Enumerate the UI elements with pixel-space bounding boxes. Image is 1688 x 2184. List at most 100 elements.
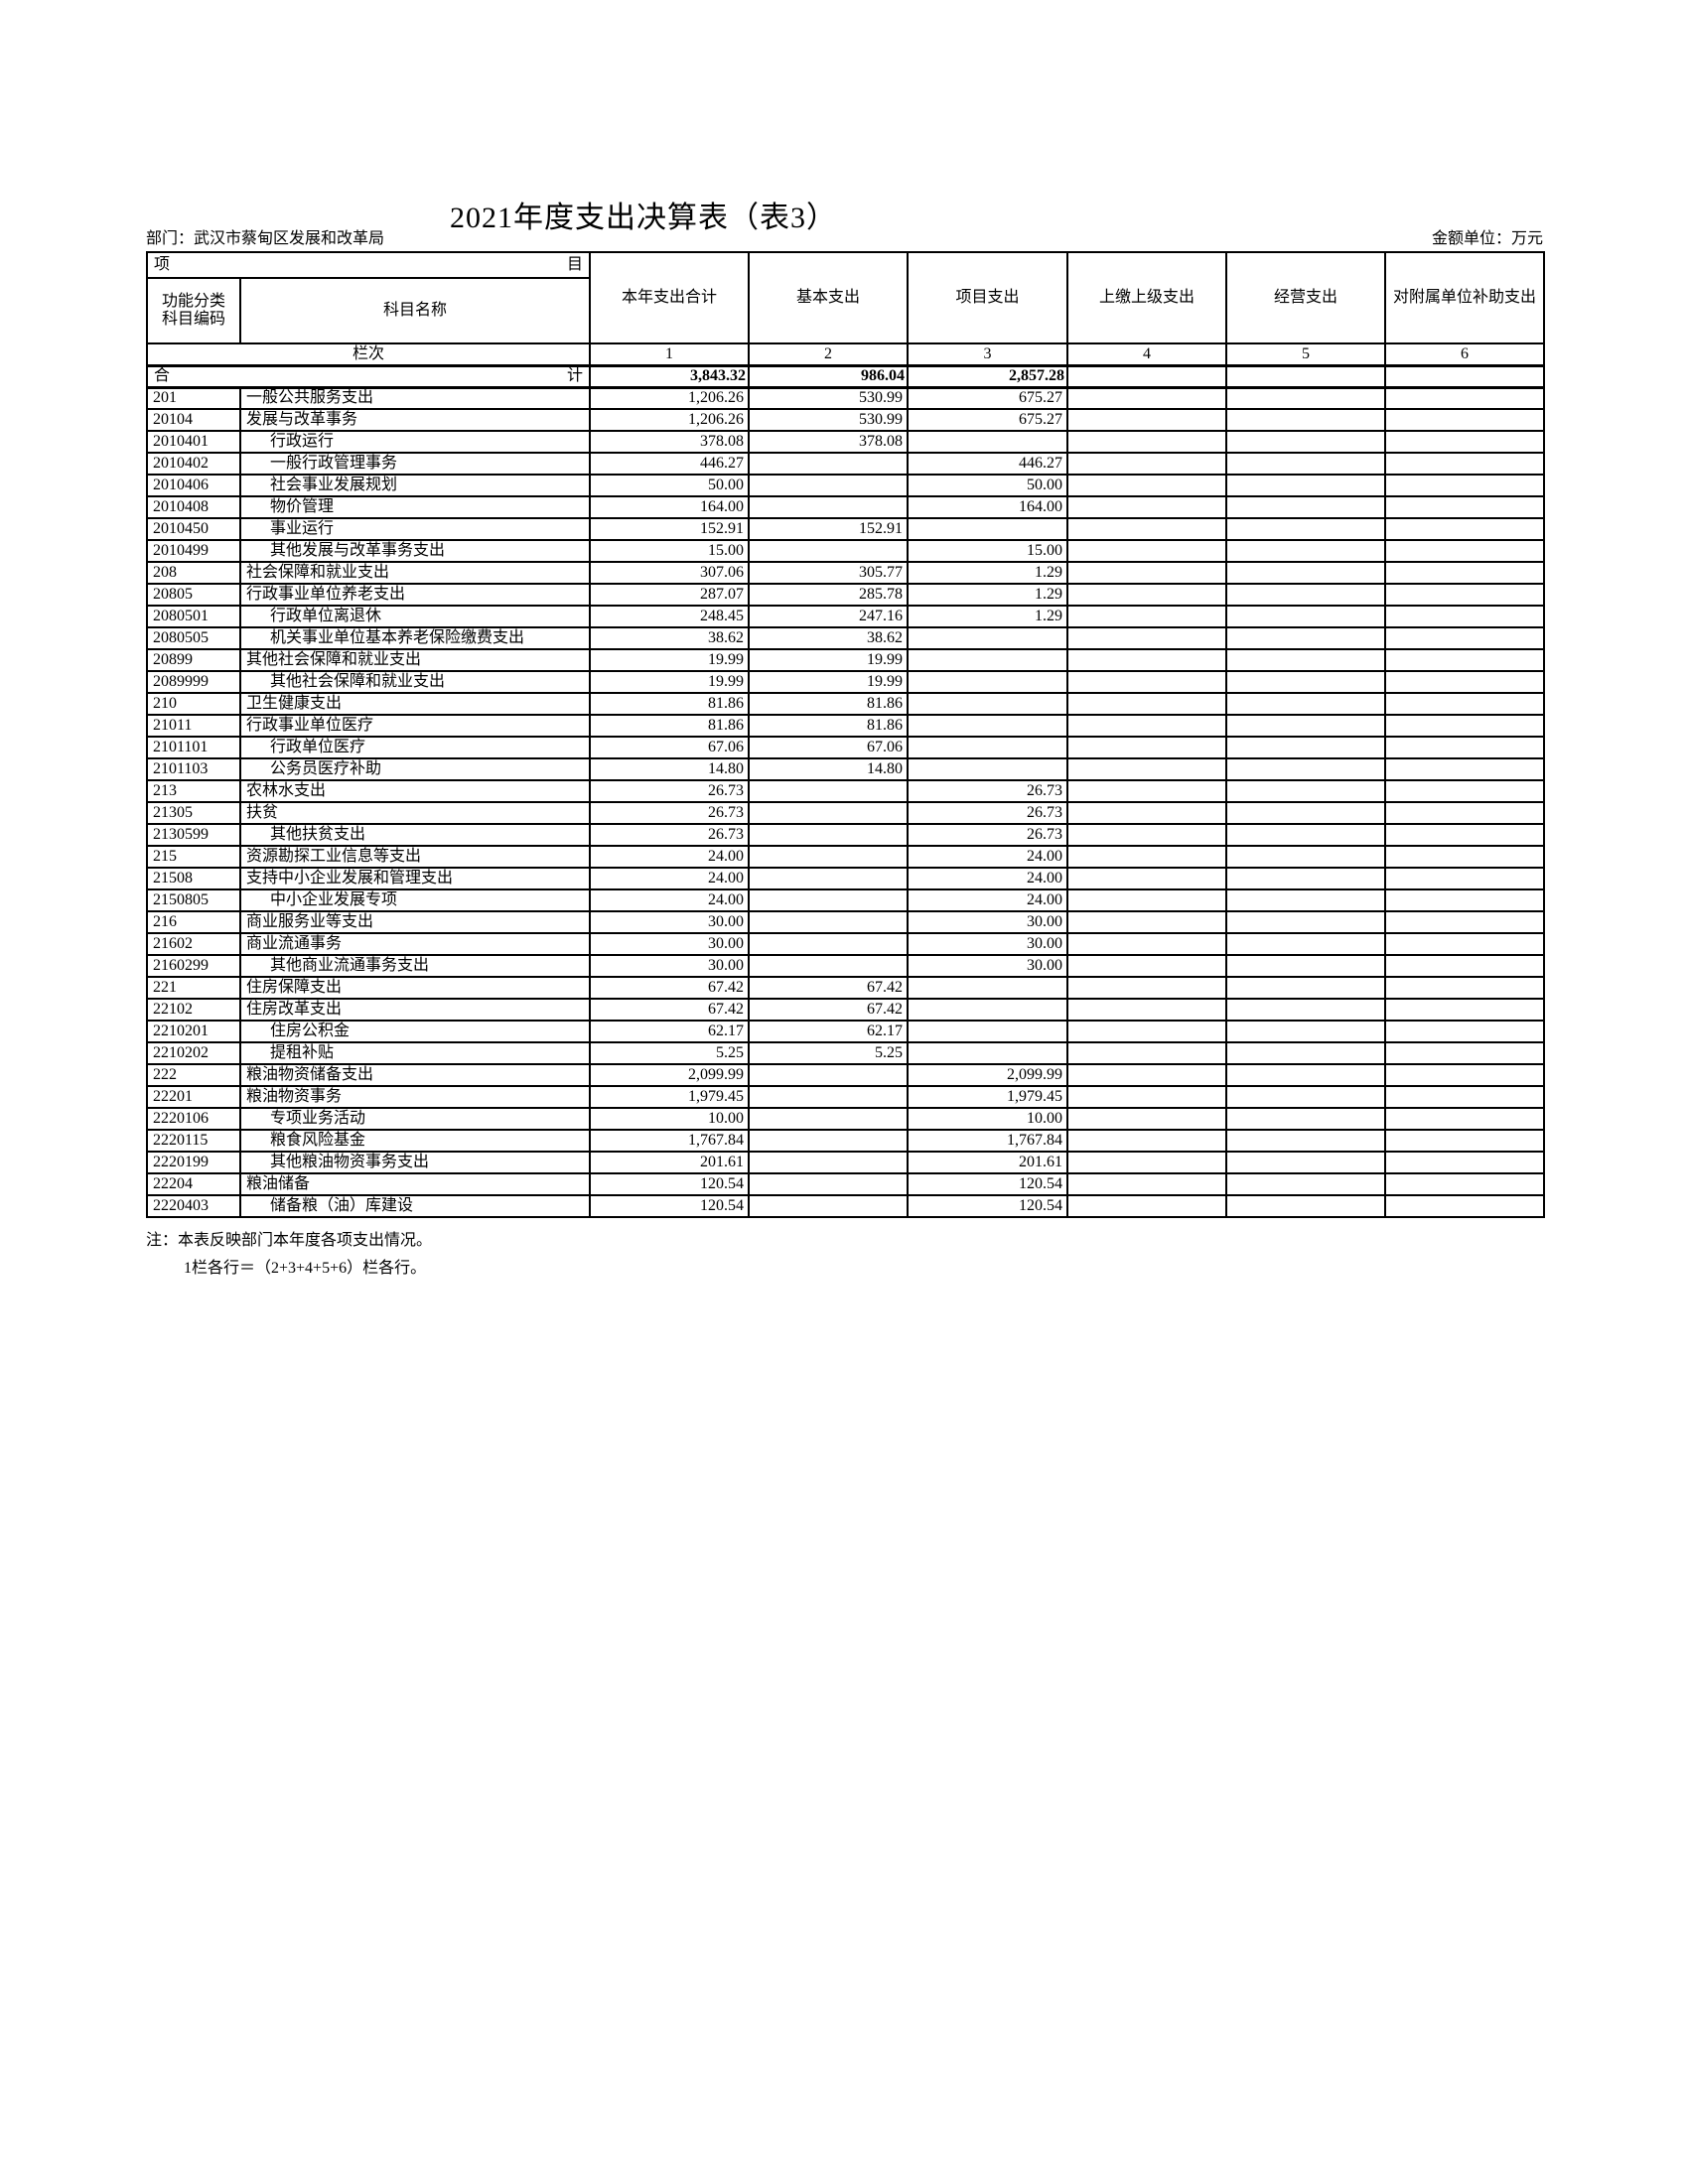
cell-value: [1225, 867, 1386, 890]
table-area: 项 目 本年支出合计 基本支出 项目支出 上缴上级支出 经营支出 对附属单位补助…: [146, 251, 1545, 1283]
table-row: 20899 其他社会保障和就业支出 19.99 19.99: [146, 648, 1545, 672]
cell-value: [1066, 539, 1227, 563]
cell-value: 2,099.99: [589, 1063, 750, 1087]
cell-value: [907, 430, 1068, 454]
cell-value: [1384, 976, 1545, 1000]
cell-code: 2160299: [146, 954, 241, 978]
item-left: 项: [154, 255, 171, 273]
cell-value: [1384, 867, 1545, 890]
cell-value: 5.25: [589, 1041, 750, 1065]
cell-value: [748, 954, 909, 978]
cell-code: 20805: [146, 583, 241, 607]
cell-value: [1066, 1063, 1227, 1087]
cell-value: [907, 517, 1068, 541]
table-row: 2220106 专项业务活动 10.00 10.00: [146, 1107, 1545, 1131]
cell-value: [1384, 408, 1545, 432]
cell-value: [907, 670, 1068, 694]
cell-value: [1225, 823, 1386, 847]
cell-value: [1384, 779, 1545, 803]
cell-value: [1384, 1129, 1545, 1153]
cell-value: [1225, 1151, 1386, 1174]
cell-value: [1225, 1063, 1386, 1087]
code-header-cell: 功能分类 科目编码: [146, 277, 241, 344]
cell-code: 2210202: [146, 1041, 241, 1065]
cell-value: [1066, 1151, 1227, 1174]
cell-value: [1225, 1041, 1386, 1065]
cell-value: [1384, 910, 1545, 934]
cell-subject-name: 支持中小企业发展和管理支出: [239, 867, 591, 890]
table-row: 210 卫生健康支出 81.86 81.86: [146, 692, 1545, 716]
cell-value: [1225, 1172, 1386, 1196]
cell-value: [748, 845, 909, 869]
table-row: 21602 商业流通事务 30.00 30.00: [146, 932, 1545, 956]
table-row: 2160299 其他商业流通事务支出 30.00 30.00: [146, 954, 1545, 978]
cell-value: [1225, 954, 1386, 978]
cell-code: 2130599: [146, 823, 241, 847]
cell-value: 30.00: [907, 910, 1068, 934]
cell-subject-name: 农林水支出: [239, 779, 591, 803]
cell-value: 19.99: [589, 670, 750, 694]
cell-code: 2101103: [146, 757, 241, 781]
cell-value: [1384, 888, 1545, 912]
cell-value: [1384, 954, 1545, 978]
total-label: 合 计: [149, 366, 588, 384]
cell-subject-name: 中小企业发展专项: [239, 888, 591, 912]
table-row: 2210202 提租补贴 5.25 5.25: [146, 1041, 1545, 1065]
cell-value: 378.08: [589, 430, 750, 454]
cell-value: [1384, 648, 1545, 672]
cell-value: 248.45: [589, 605, 750, 628]
cell-value: 15.00: [907, 539, 1068, 563]
cell-value: 1,767.84: [907, 1129, 1068, 1153]
cell-value: 1,206.26: [589, 386, 750, 410]
cell-value: [1384, 1020, 1545, 1043]
cell-value: [1066, 1194, 1227, 1218]
cell-value: [1066, 736, 1227, 759]
cell-code: 210: [146, 692, 241, 716]
cell-value: 446.27: [589, 452, 750, 476]
cell-value: 1.29: [907, 561, 1068, 585]
cell-value: 30.00: [589, 932, 750, 956]
cell-value: [748, 823, 909, 847]
expense-table: 项 目 本年支出合计 基本支出 项目支出 上缴上级支出 经营支出 对附属单位补助…: [146, 251, 1545, 1218]
cell-code: 2220106: [146, 1107, 241, 1131]
cell-code: 221: [146, 976, 241, 1000]
cell-value: [1384, 736, 1545, 759]
cell-value: [1066, 692, 1227, 716]
cell-value: 30.00: [589, 954, 750, 978]
table-row: 2101103 公务员医疗补助 14.80 14.80: [146, 757, 1545, 781]
cell-value: 5.25: [748, 1041, 909, 1065]
cell-value: 50.00: [907, 474, 1068, 497]
cell-value: [1384, 1172, 1545, 1196]
cell-value: 26.73: [907, 823, 1068, 847]
table-row: 2010406 社会事业发展规划 50.00 50.00: [146, 474, 1545, 497]
total-left: 合: [154, 366, 171, 384]
cell-value: 24.00: [589, 867, 750, 890]
cell-value: 1.29: [907, 605, 1068, 628]
table-row: 2010401 行政运行 378.08 378.08: [146, 430, 1545, 454]
cell-value: [1225, 888, 1386, 912]
cell-value: [1066, 714, 1227, 738]
cell-value: [748, 1129, 909, 1153]
cell-value: [748, 1085, 909, 1109]
cell-value: [1384, 561, 1545, 585]
cell-value: 24.00: [589, 888, 750, 912]
total-label-cell: 合 计: [146, 364, 591, 389]
cell-value: [1225, 408, 1386, 432]
cell-value: 38.62: [748, 626, 909, 650]
cell-value: [907, 757, 1068, 781]
table-row: 21011 行政事业单位医疗 81.86 81.86: [146, 714, 1545, 738]
col-number: 6: [1384, 342, 1545, 367]
cell-value: [748, 1107, 909, 1131]
cell-value: [1066, 495, 1227, 519]
table-row: 22204 粮油储备 120.54 120.54: [146, 1172, 1545, 1196]
cell-value: [748, 1151, 909, 1174]
cell-value: 24.00: [907, 845, 1068, 869]
cell-value: [1225, 692, 1386, 716]
total-value: [1066, 364, 1227, 389]
cell-value: [748, 801, 909, 825]
cell-value: [1225, 845, 1386, 869]
cell-subject-name: 其他粮油物资事务支出: [239, 1151, 591, 1174]
cell-value: 446.27: [907, 452, 1068, 476]
cell-value: [748, 452, 909, 476]
cell-value: [1384, 495, 1545, 519]
